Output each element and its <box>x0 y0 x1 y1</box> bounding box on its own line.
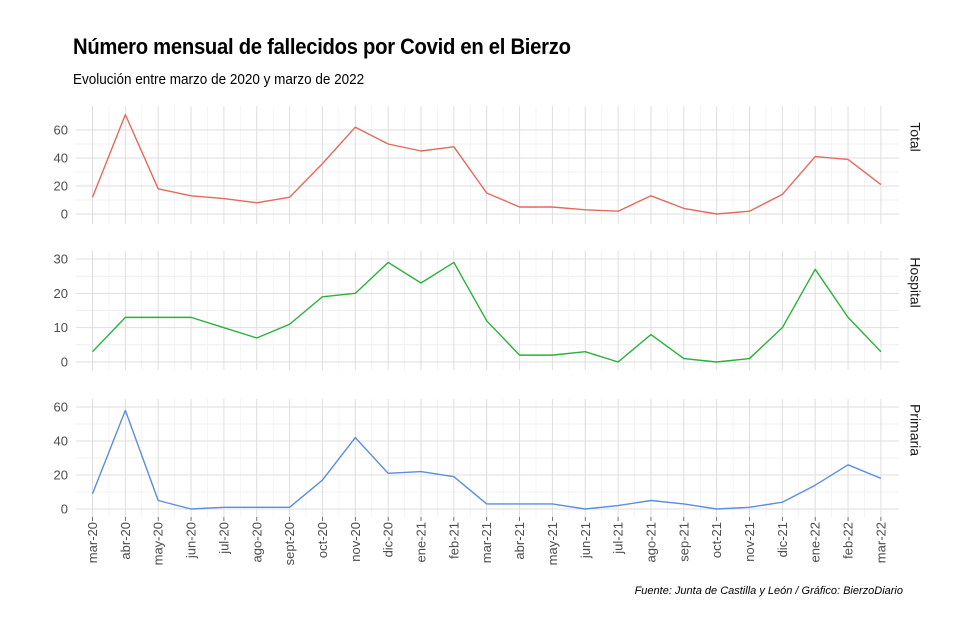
x-tick-label: jun-21 <box>578 522 593 559</box>
series-line-total <box>91 113 882 215</box>
chart-title: Número mensual de fallecidos por Covid e… <box>73 34 571 59</box>
series-line-hospital <box>91 261 882 363</box>
x-tick-label: oct-21 <box>709 522 724 558</box>
y-tick-label: 20 <box>54 468 68 483</box>
y-tick-label: 0 <box>61 502 68 517</box>
x-tick-label: dic-20 <box>381 522 396 557</box>
x-tick-label: jul-20 <box>216 522 231 555</box>
panel-strip-label-total: Total <box>907 122 923 152</box>
y-tick-label: 10 <box>54 320 68 335</box>
x-tick-label: mar-22 <box>873 522 888 563</box>
series-line-primaria <box>91 409 882 510</box>
panel-strip-label-hospital: Hospital <box>907 257 923 308</box>
chart-caption: Fuente: Junta de Castilla y León / Gráfi… <box>634 585 903 597</box>
y-tick-label: 60 <box>54 400 68 415</box>
x-tick-label: sept-20 <box>282 522 297 565</box>
y-tick-label: 20 <box>54 179 68 194</box>
x-tick-label: oct-20 <box>315 522 330 558</box>
x-tick-label: mar-21 <box>479 522 494 563</box>
x-tick-label: ago-21 <box>643 522 658 562</box>
x-tick-label: abr-21 <box>512 522 527 560</box>
x-tick-label: mar-20 <box>85 522 100 563</box>
x-tick-label: abr-20 <box>118 522 133 560</box>
x-tick-label: may-21 <box>545 522 560 565</box>
y-tick-label: 40 <box>54 151 68 166</box>
y-tick-label: 0 <box>61 207 68 222</box>
y-tick-label: 40 <box>54 434 68 449</box>
x-tick-label: jul-21 <box>611 522 626 555</box>
x-tick-label: nov-21 <box>742 522 757 562</box>
panel-strip-label-primaria: Primaria <box>907 404 923 456</box>
x-tick-label: may-20 <box>151 522 166 565</box>
y-tick-label: 60 <box>54 123 68 138</box>
panel-background <box>76 106 899 224</box>
x-tick-label: ene-22 <box>808 522 823 562</box>
x-tick-label: feb-22 <box>841 522 856 559</box>
x-tick-label: ago-20 <box>249 522 264 562</box>
x-tick-label: nov-20 <box>348 522 363 562</box>
x-tick-label: sep-21 <box>676 522 691 562</box>
chart-subtitle: Evolución entre marzo de 2020 y marzo de… <box>73 71 365 88</box>
x-tick-label: feb-21 <box>446 522 461 559</box>
x-tick-label: dic-21 <box>775 522 790 557</box>
x-tick-label: jun-20 <box>184 522 199 559</box>
x-tick-label: ene-21 <box>414 522 429 562</box>
y-tick-label: 0 <box>61 355 68 370</box>
y-tick-label: 20 <box>54 286 68 301</box>
y-tick-label: 30 <box>54 252 68 267</box>
